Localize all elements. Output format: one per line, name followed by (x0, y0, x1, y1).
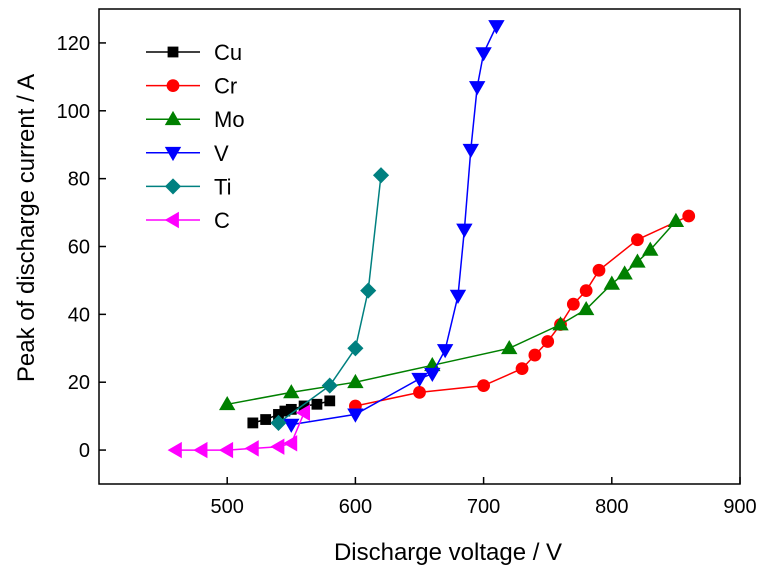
data-point-c (218, 441, 234, 459)
series-ti (270, 167, 390, 431)
data-point-mo (577, 300, 595, 316)
series-layer (167, 20, 696, 459)
series-v (283, 20, 505, 433)
y-tick-label: 0 (79, 440, 90, 462)
x-tick-label: 500 (211, 496, 244, 518)
y-tick-label: 120 (57, 33, 90, 55)
series-c (167, 404, 311, 459)
data-point-cr (515, 362, 529, 376)
y-tick-label: 100 (57, 101, 90, 123)
series-cr (348, 209, 696, 413)
x-tick-label: 900 (723, 496, 756, 518)
data-point-cr (413, 385, 426, 399)
y-axis-title: Peak of discharge current / A (13, 74, 40, 382)
legend-marker (164, 146, 182, 162)
data-point-v (436, 344, 454, 359)
legend: Cu Cr Mo V Ti C (146, 40, 245, 233)
legend-label: Cr (214, 74, 237, 99)
legend-item-cr: Cr (146, 74, 237, 99)
data-point-mo (552, 316, 569, 331)
legend-item-cu: Cu (146, 40, 242, 65)
data-point-cr (631, 233, 644, 247)
legend-marker (164, 178, 182, 195)
legend-marker (164, 211, 179, 229)
data-point-mo (642, 241, 659, 256)
data-point-v (488, 20, 505, 35)
data-point-v (468, 81, 486, 96)
legend-item-v: V (146, 141, 229, 166)
data-point-mo (667, 212, 685, 227)
legend-label: C (214, 208, 230, 233)
data-point-cr (682, 209, 696, 223)
data-point-mo (283, 384, 300, 399)
legend-item-ti: Ti (146, 174, 232, 199)
legend-item-c: C (146, 208, 230, 233)
data-point-c (167, 441, 182, 459)
x-tick-label: 600 (339, 496, 372, 518)
data-point-mo (629, 253, 646, 268)
data-point-cr (592, 263, 606, 277)
data-point-ti (360, 282, 377, 299)
series-mo (219, 212, 685, 411)
data-point-v (456, 223, 473, 238)
data-point-mo (603, 275, 620, 290)
data-point-cr (566, 297, 580, 311)
data-point-mo (616, 265, 633, 280)
data-point-ti (347, 340, 364, 357)
x-axis-title: Discharge voltage / V (334, 539, 562, 566)
legend-label: Ti (214, 174, 232, 199)
data-point-mo (219, 395, 236, 411)
legend-marker (164, 110, 182, 126)
series-line-cr (355, 215, 690, 407)
data-point-c (244, 440, 259, 457)
data-point-cu (324, 395, 336, 407)
data-point-mo (501, 339, 518, 355)
legend-marker (166, 79, 180, 92)
legend-label: V (214, 141, 229, 166)
data-point-v (449, 289, 467, 304)
data-point-c (295, 404, 311, 421)
x-tick-label: 700 (467, 496, 500, 518)
legend-marker (167, 46, 179, 58)
data-point-ti (270, 414, 287, 431)
data-point-v (475, 47, 492, 62)
data-point-v (462, 143, 479, 159)
legend-label: Mo (214, 107, 245, 132)
legend-label: Cu (214, 40, 242, 65)
data-point-cr (477, 379, 491, 393)
data-point-ti (321, 377, 338, 394)
y-tick-label: 60 (68, 237, 90, 259)
data-point-v (283, 418, 300, 433)
data-point-v (347, 408, 364, 423)
plot-area (98, 8, 741, 485)
data-point-ti (372, 167, 390, 184)
data-point-cu (311, 398, 323, 410)
data-point-cu (260, 414, 272, 425)
data-point-v (424, 367, 441, 383)
y-tick-label: 40 (68, 304, 90, 326)
data-point-v (411, 372, 428, 388)
axis-ticks: 500 600 700 800 900 0 20 40 60 80 100 120 (57, 33, 757, 518)
data-point-cr (541, 335, 555, 348)
data-point-c (282, 435, 298, 452)
data-point-cr (528, 348, 542, 362)
x-tick-label: 800 (595, 496, 628, 518)
data-point-c (270, 438, 285, 455)
data-point-mo (347, 373, 364, 389)
y-tick-label: 20 (68, 372, 90, 394)
data-point-c (193, 441, 208, 459)
data-point-cu (247, 417, 259, 429)
y-tick-label: 80 (68, 169, 90, 191)
data-point-cr (579, 284, 593, 298)
legend-item-mo: Mo (146, 107, 245, 132)
